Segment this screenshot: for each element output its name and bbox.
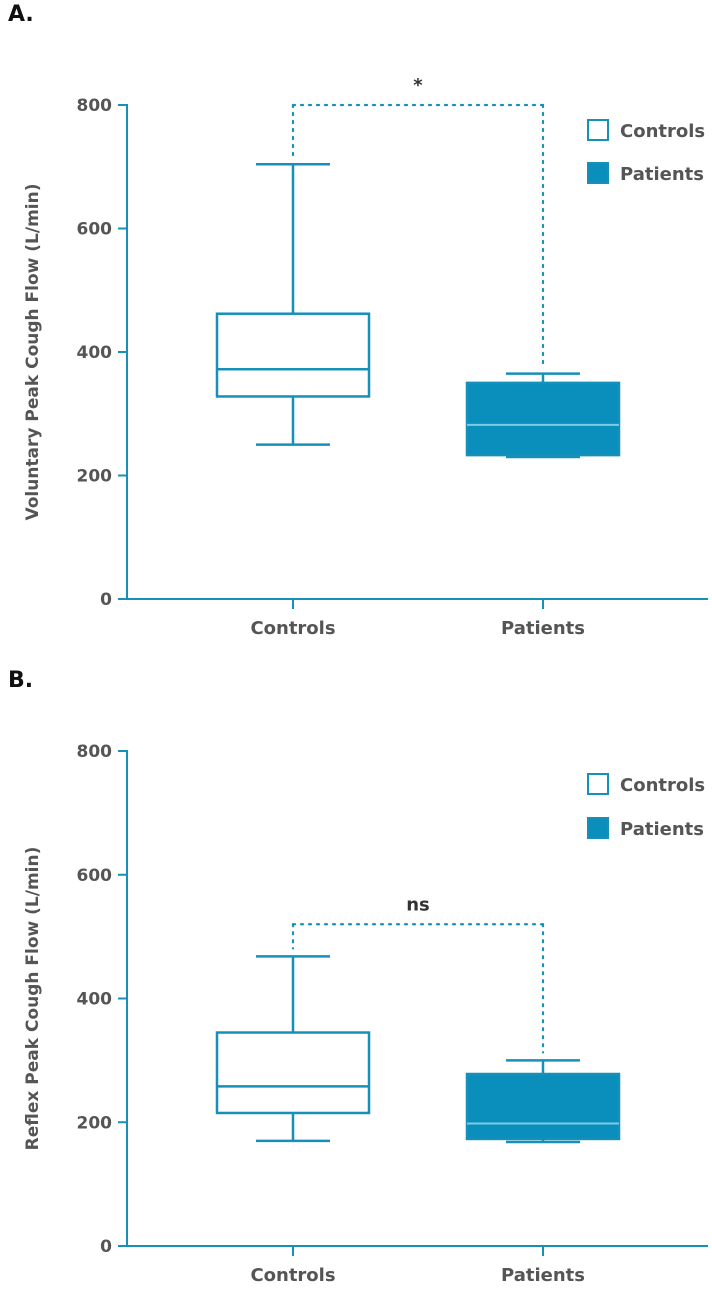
legend-label-patients: Patients — [620, 819, 704, 840]
y-tick-label: 400 — [77, 343, 113, 363]
y-tick-label: 200 — [77, 1113, 113, 1133]
legend-swatch-patients — [587, 817, 609, 839]
legend-label-controls: Controls — [620, 121, 705, 142]
x-tick-label: Patients — [501, 618, 585, 639]
panel-b-label: B. — [8, 668, 34, 693]
box-iqr — [465, 381, 621, 457]
y-tick-label: 600 — [77, 220, 113, 240]
significance-label: * — [413, 75, 423, 96]
box-iqr — [465, 1072, 621, 1141]
y-tick-label: 800 — [77, 96, 113, 116]
box-iqr — [215, 1031, 371, 1115]
x-tick-label: Controls — [250, 1265, 335, 1286]
x-tick-label: Patients — [501, 1265, 585, 1286]
legend-swatch-controls — [587, 119, 609, 141]
y-tick-label: 400 — [77, 990, 113, 1010]
box-controls — [215, 955, 371, 1143]
panel-a-label: A. — [8, 2, 34, 27]
y-axis-label: Reflex Peak Cough Flow (L/min) — [23, 847, 43, 1151]
box-patients — [465, 1059, 621, 1144]
y-axis-label: Voluntary Peak Cough Flow (L/min) — [23, 183, 43, 520]
box-controls — [215, 163, 371, 446]
significance-label: ns — [406, 894, 430, 915]
legend-swatch-controls — [587, 773, 609, 795]
y-tick-label: 0 — [100, 590, 112, 610]
y-tick-label: 0 — [100, 1237, 112, 1257]
y-tick-label: 800 — [77, 742, 113, 762]
box-iqr — [215, 312, 371, 398]
legend-swatch-patients — [587, 162, 609, 184]
chart-reflex-peak-cough-flow: 0 200 400 600 800 Reflex Peak Cough Flow (L/m… — [23, 742, 708, 1286]
chart-voluntary-peak-cough-flow: 0 200 400 600 800 Voluntary Peak Cough Flow (… — [23, 75, 708, 639]
y-tick-label: 600 — [77, 866, 113, 886]
legend-label-patients: Patients — [620, 164, 704, 185]
y-tick-label: 200 — [77, 467, 113, 487]
legend-label-controls: Controls — [620, 775, 705, 796]
box-patients — [465, 372, 621, 459]
x-tick-label: Controls — [250, 618, 335, 639]
